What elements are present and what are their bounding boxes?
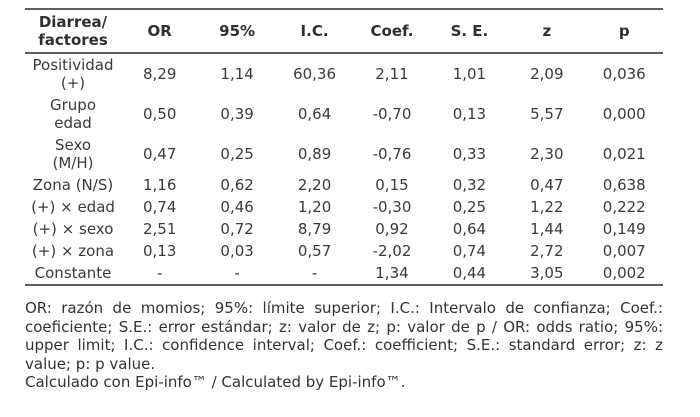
data-cell: 0,15 (375, 176, 409, 194)
data-cell: 2,72 (530, 242, 564, 260)
table-row: (+) × sexo 2,51 0,72 8,79 0,92 0,64 1,44… (25, 218, 663, 240)
data-cell: 0,036 (602, 65, 646, 83)
data-cell: 1,44 (530, 220, 564, 238)
data-cell: 0,47 (143, 145, 177, 163)
column-header-z: z (542, 22, 552, 40)
table-row: Positividad (+) 8,29 1,14 60,36 2,11 1,0… (25, 53, 663, 94)
data-cell: 0,89 (297, 145, 332, 163)
data-cell: 8,29 (143, 65, 177, 83)
data-cell: -0,76 (372, 145, 412, 163)
table-row: Constante - - - 1,34 0,44 3,05 0,002 (25, 262, 663, 285)
data-cell: 2,30 (530, 145, 564, 163)
data-cell: 8,79 (297, 220, 332, 238)
data-cell: 0,149 (602, 220, 646, 238)
data-cell: 0,25 (220, 145, 254, 163)
data-cell: 0,638 (602, 176, 646, 194)
table-row: (+) × edad 0,74 0,46 1,20 -0,30 0,25 1,2… (25, 196, 663, 218)
data-cell: 0,46 (220, 198, 254, 216)
table-body: Positividad (+) 8,29 1,14 60,36 2,11 1,0… (25, 53, 663, 285)
data-cell: - (311, 264, 318, 282)
row-label: Sexo (M/H) (52, 136, 94, 172)
data-cell: - (157, 264, 163, 282)
data-cell: 5,57 (530, 105, 564, 123)
data-cell: 0,72 (220, 220, 254, 238)
table-footnote-software: Calculado con Epi-info™ / Calculated by … (25, 373, 406, 391)
row-label: Constante (34, 264, 112, 282)
row-label: (+) × sexo (32, 220, 114, 238)
column-header-p: p (618, 22, 630, 40)
data-cell: 0,74 (452, 242, 487, 260)
table-header: Diarrea/ factores OR 95% I.C. Coef. S. E… (25, 9, 663, 53)
data-cell: 0,39 (220, 105, 254, 123)
data-cell: 1,34 (375, 264, 409, 282)
table-row: Sexo (M/H) 0,47 0,25 0,89 -0,76 0,33 2,3… (25, 134, 663, 174)
data-cell: 2,51 (143, 220, 177, 238)
column-header-ic: I.C. (300, 22, 329, 40)
data-cell: 0,021 (602, 145, 646, 163)
paper-page: Diarrea/ factores OR 95% I.C. Coef. S. E… (25, 8, 663, 391)
data-cell: 2,11 (375, 65, 409, 83)
data-cell: 60,36 (293, 65, 337, 83)
data-cell: 1,16 (143, 176, 177, 194)
data-cell: 1,14 (220, 65, 254, 83)
data-cell: 0,64 (297, 105, 332, 123)
data-cell: 1,22 (530, 198, 564, 216)
data-cell: 0,62 (220, 176, 254, 194)
table-row: (+) × zona 0,13 0,03 0,57 -2,02 0,74 2,7… (25, 240, 663, 262)
regression-results-table: Diarrea/ factores OR 95% I.C. Coef. S. E… (25, 8, 663, 286)
row-label: Positividad (+) (32, 56, 114, 92)
data-cell: 0,007 (602, 242, 646, 260)
data-cell: 0,47 (530, 176, 564, 194)
data-cell: 0,25 (452, 198, 487, 216)
row-label: (+) × edad (31, 198, 115, 216)
column-header-factors: Diarrea/ factores (38, 13, 108, 49)
column-header-coef: Coef. (370, 22, 414, 40)
data-cell: -0,70 (372, 105, 412, 123)
header-row: Diarrea/ factores OR 95% I.C. Coef. S. E… (25, 9, 663, 53)
data-cell: 2,09 (530, 65, 564, 83)
row-label: Zona (N/S) (32, 176, 114, 194)
data-cell: 0,57 (297, 242, 332, 260)
data-cell: 0,002 (602, 264, 646, 282)
data-cell: 1,01 (452, 65, 487, 83)
data-cell: 0,64 (452, 220, 487, 238)
column-header-95: 95% (219, 22, 256, 40)
data-cell: 0,32 (452, 176, 487, 194)
data-cell: 0,74 (143, 198, 177, 216)
data-cell: 0,44 (452, 264, 487, 282)
data-cell: 0,92 (375, 220, 409, 238)
data-cell: 0,50 (143, 105, 177, 123)
table-footnote-abbreviations: OR: razón de momios; 95%: límite superio… (25, 299, 663, 373)
data-cell: -2,02 (372, 242, 412, 260)
table-row: Grupo edad 0,50 0,39 0,64 -0,70 0,13 5,5… (25, 94, 663, 134)
data-cell: 0,222 (602, 198, 646, 216)
data-cell: 0,13 (452, 105, 487, 123)
row-label: (+) × zona (31, 242, 115, 260)
data-cell: 3,05 (530, 264, 564, 282)
data-cell: 0,000 (602, 105, 646, 123)
row-label: Grupo edad (50, 96, 96, 132)
column-header-or: OR (147, 22, 172, 40)
data-cell: 1,20 (297, 198, 332, 216)
data-cell: 2,20 (297, 176, 332, 194)
data-cell: 0,13 (143, 242, 177, 260)
table-row: Zona (N/S) 1,16 0,62 2,20 0,15 0,32 0,47… (25, 174, 663, 196)
data-cell: - (234, 264, 240, 282)
column-header-se: S. E. (450, 22, 489, 40)
data-cell: 0,33 (452, 145, 487, 163)
data-cell: -0,30 (372, 198, 412, 216)
data-cell: 0,03 (220, 242, 254, 260)
